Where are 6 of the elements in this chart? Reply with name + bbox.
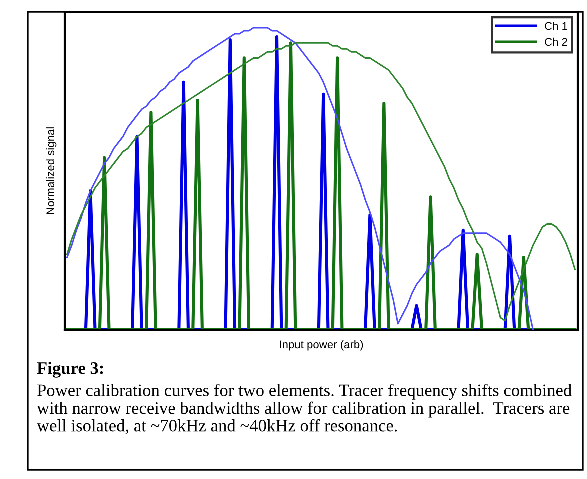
caption: Figure 3: bbox=[37, 362, 104, 378]
y-axis-title: Normalized signal bbox=[46, 128, 57, 214]
legend-label: Ch 2 bbox=[545, 38, 568, 46]
x-axis-title: Input power (arb) bbox=[280, 340, 364, 351]
legend-label: Ch 1 bbox=[545, 22, 568, 30]
text: Power calibration curves for two elements. Tracer frequency shifts combined with narrow receive bandwidths allow for calibration in parallel. Tracers are well isolated, at ~70kHz and ~40kHz off resonance. bbox=[37, 384, 572, 434]
